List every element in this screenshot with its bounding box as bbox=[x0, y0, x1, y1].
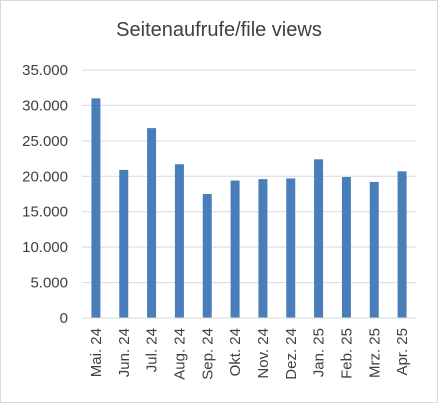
y-tick-label: 30.000 bbox=[22, 97, 68, 114]
gridlines bbox=[82, 69, 416, 284]
chart-title: Seitenaufrufe/file views bbox=[116, 19, 322, 41]
x-tick-label: Mai. 24 bbox=[88, 328, 105, 377]
bars bbox=[91, 98, 407, 318]
x-tick-label: Sep. 24 bbox=[199, 328, 216, 380]
x-tick-label: Okt. 24 bbox=[227, 328, 244, 376]
bar bbox=[202, 194, 212, 318]
y-tick-label: 15.000 bbox=[22, 204, 68, 221]
x-tick-label: Aug. 24 bbox=[171, 328, 188, 380]
y-tick-label: 25.000 bbox=[22, 133, 68, 150]
bar bbox=[341, 176, 351, 318]
y-tick-label: 35.000 bbox=[22, 62, 68, 79]
x-tick-label: Dez. 24 bbox=[283, 328, 300, 380]
x-tick-labels: Mai. 24 Jun. 24 Jul. 24 Aug. 24 Sep. 24 Okt. … bbox=[88, 328, 411, 380]
bar bbox=[119, 169, 129, 318]
x-tick-label: Mrz. 25 bbox=[366, 328, 383, 378]
y-tick-labels: 0 5.000 10.000 15.000 20.000 25.000 30.000 35.0… bbox=[22, 62, 68, 327]
bar bbox=[230, 180, 240, 318]
x-tick-label: Feb. 25 bbox=[338, 328, 355, 379]
bar bbox=[314, 159, 324, 318]
x-tick-label: Nov. 24 bbox=[255, 328, 272, 379]
bar bbox=[174, 164, 184, 318]
y-tick-label: 20.000 bbox=[22, 168, 68, 185]
bar bbox=[91, 98, 101, 318]
y-tick-label: 0 bbox=[60, 310, 68, 327]
bar bbox=[397, 171, 407, 318]
bar bbox=[286, 178, 296, 318]
x-tick-label: Apr. 25 bbox=[394, 328, 411, 376]
x-tick-label: Jan. 25 bbox=[311, 328, 328, 377]
bar bbox=[258, 179, 268, 318]
bar bbox=[369, 181, 379, 318]
bar bbox=[147, 128, 157, 318]
y-tick-label: 10.000 bbox=[22, 239, 68, 256]
y-tick-label: 5.000 bbox=[30, 275, 68, 292]
x-tick-label: Jun. 24 bbox=[116, 328, 133, 377]
x-tick-label: Jul. 24 bbox=[144, 328, 161, 372]
